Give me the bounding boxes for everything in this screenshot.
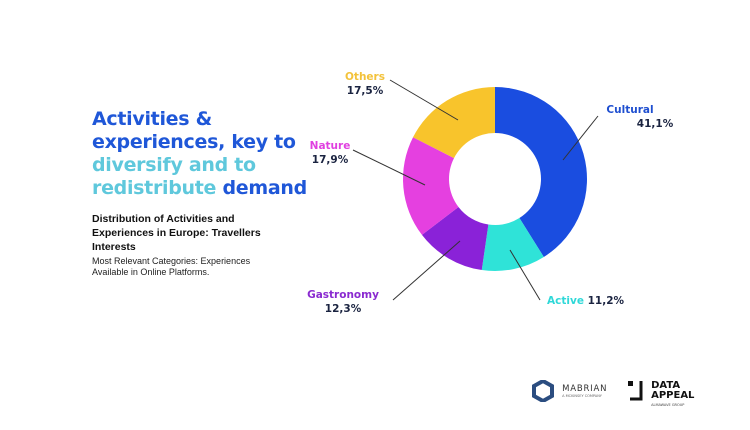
leader-line [389, 79, 459, 121]
hexagon-logo-icon [532, 380, 554, 402]
headline-dark: Activities & experiences, key to [92, 108, 296, 153]
leader-line [509, 249, 541, 301]
slice-others [413, 87, 495, 159]
leader-line [562, 115, 599, 161]
label-active: Active 11,2% [547, 295, 625, 307]
mabrian-text: MABRIAN [562, 384, 608, 394]
mabrian-logo: MABRIAN A MCKINSEY COMPANY [532, 380, 607, 402]
label-gastronomy: Gastronomy [307, 289, 379, 301]
mabrian-subtext: A MCKINSEY COMPANY [562, 394, 602, 398]
dataappeal-logo: DATA APPEAL ALMAWAVE GROUP [628, 381, 701, 407]
label-others: Others [345, 71, 385, 83]
slice-active [481, 217, 544, 271]
label-nature: Nature [310, 140, 351, 152]
value-others: 17,5% [347, 85, 384, 97]
leader-line [392, 240, 461, 301]
label-cultural: Cultural [606, 104, 653, 116]
value-gastronomy: 12,3% [325, 303, 362, 315]
bracket-logo-icon [628, 381, 643, 401]
headline: Activities & experiences, key to diversi… [92, 108, 307, 200]
headline-light: diversify and to redistribute [92, 154, 256, 199]
chart-description: Most Relevant Categories: Experiences Av… [92, 256, 251, 277]
dataappeal-text: DATA APPEAL [651, 380, 695, 401]
value-nature: 17,9% [312, 154, 349, 166]
value-cultural: 41,1% [637, 118, 674, 130]
dataappeal-subtext: ALMAWAVE GROUP [651, 403, 685, 407]
intro-column: Activities & experiences, key to diversi… [92, 108, 307, 278]
slice-gastronomy [421, 206, 489, 271]
slice-cultural [495, 87, 587, 257]
leader-line [352, 149, 426, 186]
headline-end: demand [216, 177, 307, 199]
chart-subtitle: Distribution of Activities and Experienc… [92, 213, 261, 253]
slice-nature [403, 137, 459, 235]
